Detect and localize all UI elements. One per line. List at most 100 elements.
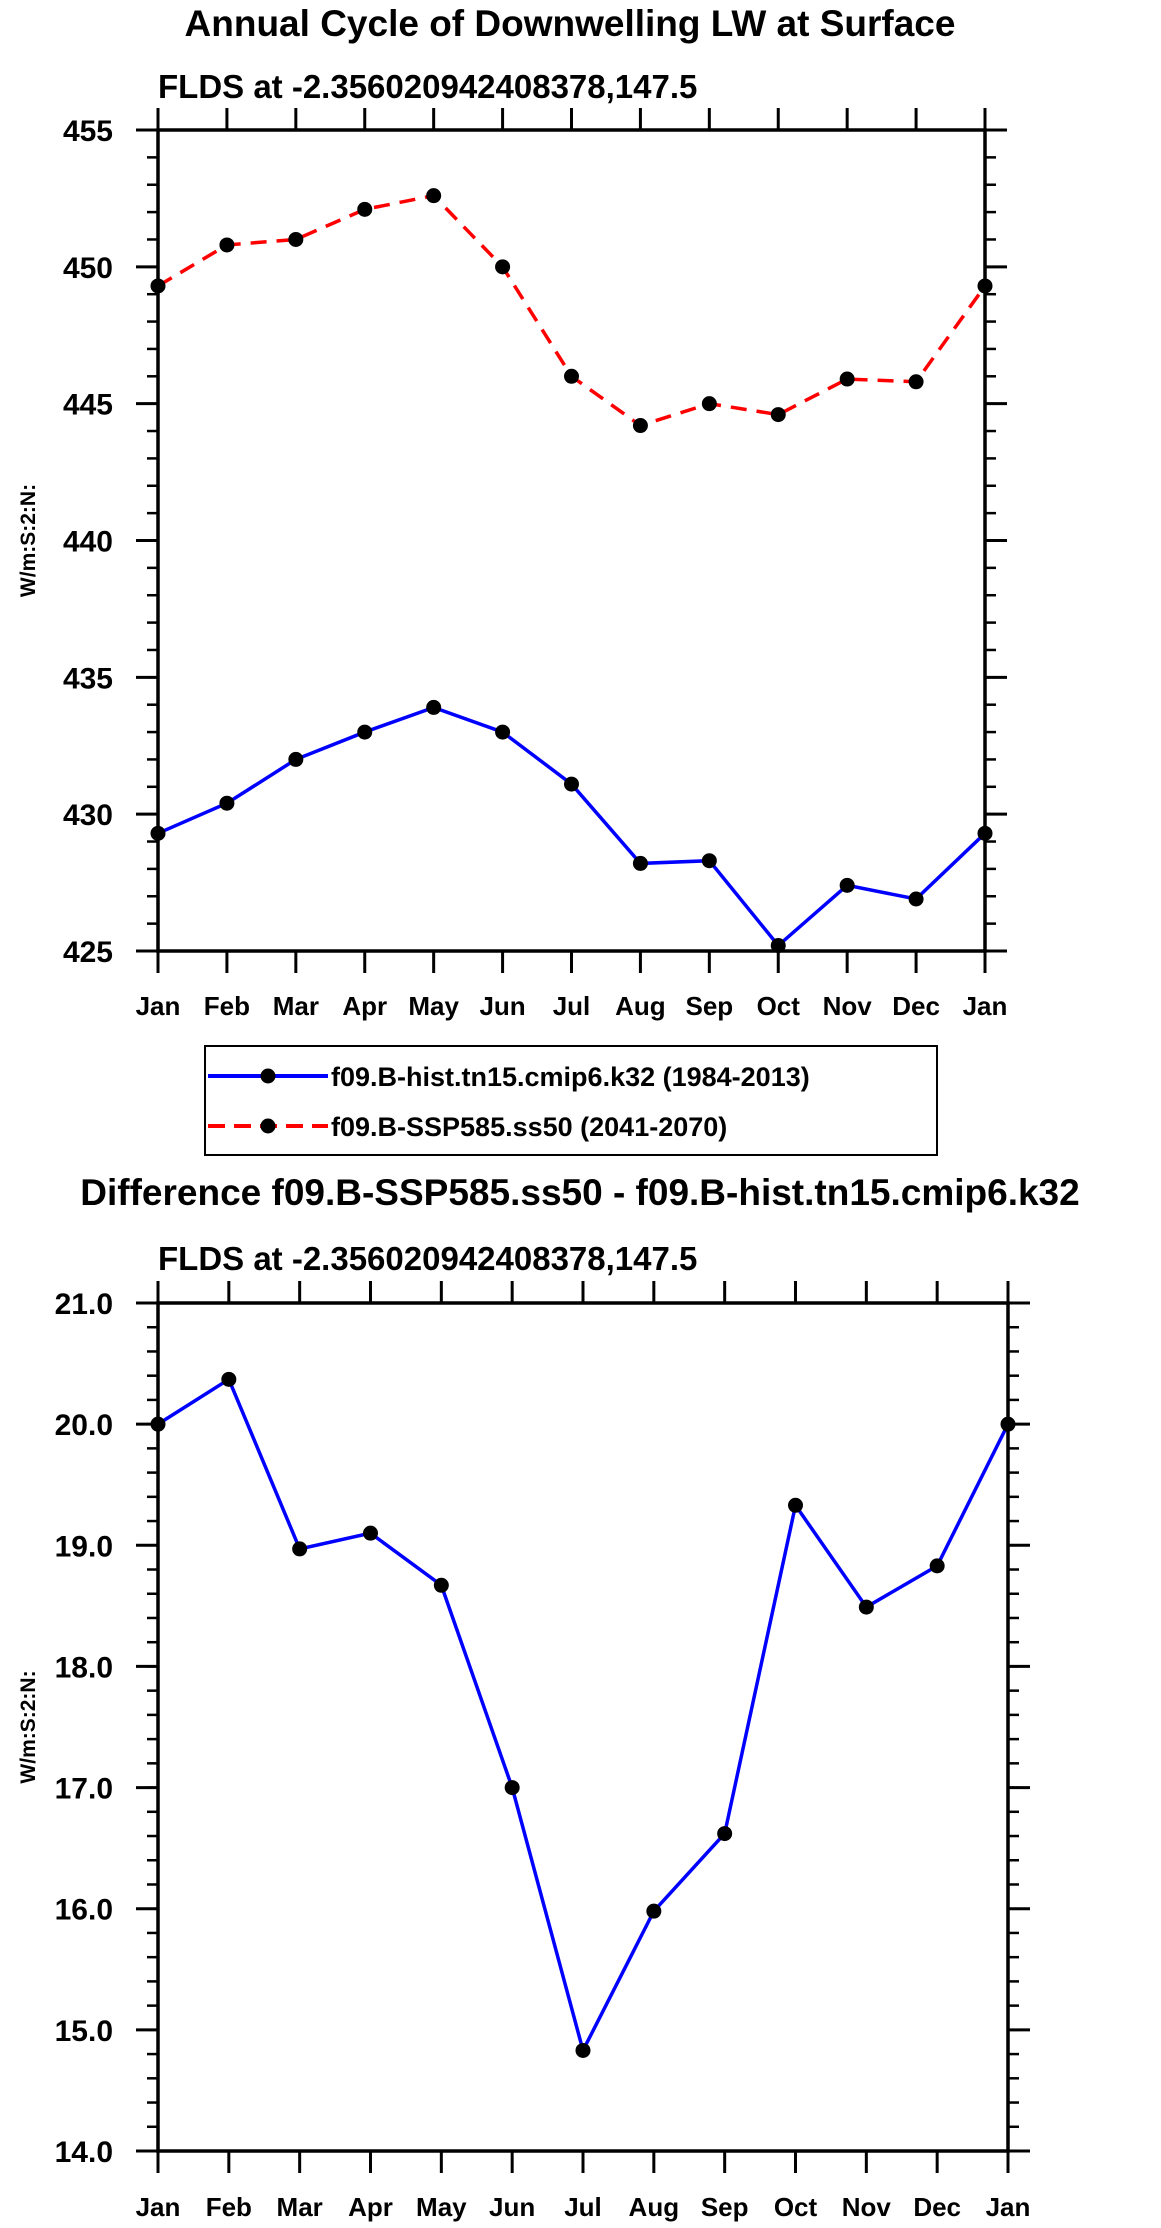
x-tick-label: Mar [277,2192,323,2222]
chart-title: Annual Cycle of Downwelling LW at Surfac… [185,3,956,44]
data-point [788,1497,803,1513]
x-tick-label: May [408,991,459,1021]
data-point [575,2042,591,2058]
series-line [157,1376,1010,2056]
data-point [564,368,579,384]
chart-title: Difference f09.B-SSP585.ss50 - f09.B-his… [80,1172,1079,1213]
y-tick-label: 21.0 [55,1288,113,1321]
x-tick-label: Jun [479,991,525,1021]
data-point [1000,1416,1016,1432]
data-point [426,699,442,715]
x-tick-label: Jan [136,2192,181,2222]
x-tick-label: Feb [204,991,250,1021]
data-point [839,877,855,893]
data-point [495,724,511,740]
data-point [632,855,648,871]
data-point [357,201,373,217]
y-tick-label: 19.0 [55,1530,113,1563]
data-point [977,825,993,841]
data-point [908,891,924,907]
data-point [977,278,993,294]
data-point [839,371,855,387]
y-tick-label: 430 [63,799,113,832]
data-point [858,1599,874,1615]
chart-1: Annual Cycle of Downwelling LW at Surfac… [17,3,1008,1156]
data-point [292,1541,308,1557]
y-axis-label: W/m:S:2:N: [17,1670,40,1783]
x-tick-label: Jun [489,2192,535,2222]
x-tick-label: Apr [342,991,387,1021]
x-tick-label: Feb [206,2192,252,2222]
x-tick-label: Sep [685,991,733,1021]
y-tick-label: 17.0 [55,1773,113,1806]
data-point [564,776,579,792]
x-tick-label: Nov [842,2192,892,2222]
x-tick-label: Jan [136,991,181,1021]
x-tick-label: Aug [615,991,666,1021]
data-point [288,751,304,767]
data-point [701,396,717,412]
x-tick-label: Jan [963,991,1008,1021]
data-point [357,724,373,740]
y-tick-label: 440 [63,526,113,559]
data-point [929,1558,945,1574]
x-tick-label: Oct [757,991,801,1021]
data-point [221,1371,237,1387]
data-point [770,407,786,423]
x-tick-label: Jul [564,2192,602,2222]
x-tick-label: Nov [823,991,873,1021]
data-point [701,853,717,869]
x-tick-label: Mar [273,991,319,1021]
legend-label: f09.B-SSP585.ss50 (2041-2070) [331,1112,727,1142]
y-tick-label: 15.0 [55,2015,113,2048]
y-axis-label: W/m:S:2:N: [17,484,40,597]
data-point [219,795,235,811]
data-point [495,259,511,275]
data-point [717,1826,733,1842]
x-tick-label: Aug [629,2192,680,2222]
data-point [150,278,166,294]
y-tick-label: 425 [63,936,113,969]
series-line [157,705,987,949]
data-point [504,1780,520,1796]
legend-marker [260,1118,276,1134]
legend-marker [260,1068,276,1084]
data-point [363,1525,378,1541]
x-tick-label: May [416,2192,467,2222]
legend-label: f09.B-hist.tn15.cmip6.k32 (1984-2013) [331,1062,810,1092]
chart-2: Difference f09.B-SSP585.ss50 - f09.B-his… [17,1172,1080,2222]
x-tick-label: Apr [348,2192,393,2222]
chart-subtitle: FLDS at -2.356020942408378,147.5 [158,68,697,105]
series-line [157,193,987,428]
data-point [150,1416,166,1432]
x-tick-label: Sep [701,2192,749,2222]
y-tick-label: 445 [63,389,113,422]
x-tick-label: Jan [986,2192,1031,2222]
y-tick-label: 16.0 [55,1894,113,1927]
plot-frame [156,128,987,953]
data-point [219,237,235,253]
data-point [288,231,304,247]
y-tick-label: 18.0 [55,1651,113,1684]
data-point [150,825,166,841]
chart-subtitle: FLDS at -2.356020942408378,147.5 [158,1240,697,1277]
plot-frame [156,1301,1010,2153]
data-point [646,1903,662,1919]
legend: f09.B-hist.tn15.cmip6.k32 (1984-2013) f09… [204,1045,938,1156]
y-tick-label: 455 [63,115,113,148]
data-point [632,418,648,434]
y-tick-label: 450 [63,252,113,285]
x-tick-label: Dec [913,2192,961,2222]
data-point [426,188,442,204]
y-tick-label: 20.0 [55,1409,113,1442]
data-point [433,1577,449,1593]
legend-box [204,1045,938,1156]
y-tick-label: 14.0 [55,2136,113,2169]
data-point [770,938,786,954]
x-tick-label: Dec [892,991,940,1021]
x-tick-label: Jul [553,991,591,1021]
y-tick-label: 435 [63,662,113,695]
x-tick-label: Oct [774,2192,818,2222]
data-point [908,374,924,390]
